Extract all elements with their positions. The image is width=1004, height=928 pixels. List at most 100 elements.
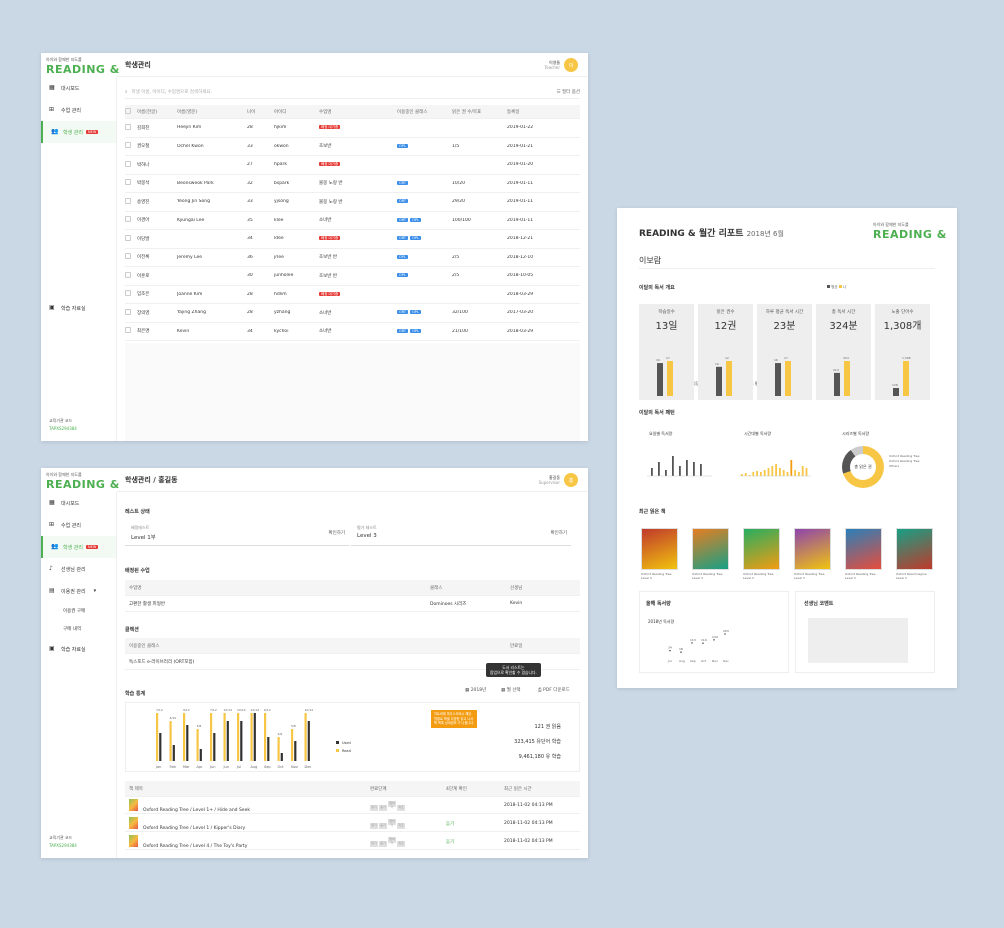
step4-check[interactable]: 듣기 <box>446 821 455 827</box>
table-row[interactable]: 송영진 Yeong Jin Song 33 yjsong 볼뭉 노랑 반 ORT 29/20… <box>125 193 580 212</box>
row-checkbox[interactable] <box>125 327 131 334</box>
avatar[interactable]: 이 <box>564 58 578 72</box>
row-checkbox[interactable] <box>125 160 131 167</box>
sidebar-item-classes[interactable]: ⊞ 수업 관리 <box>41 99 116 121</box>
recent-book[interactable]: Oxford Reading Tree Level 3 <box>692 528 729 580</box>
column-header[interactable]: 이용중인 클래스 <box>397 109 428 115</box>
row-checkbox[interactable] <box>125 197 131 204</box>
sidebar-item-materials[interactable]: ▣ 학습 자료실 <box>41 638 116 660</box>
user-menu[interactable]: 홍길동 Supervisor 홍 <box>539 473 578 487</box>
recent-book[interactable]: Oxford Reading Tree Level 3 <box>743 528 780 580</box>
row-checkbox-cell[interactable] <box>125 179 137 187</box>
row-checkbox-cell[interactable] <box>125 271 137 280</box>
teacher-icon: ♪ <box>49 565 53 572</box>
row-checkbox-cell[interactable] <box>125 160 137 169</box>
month-select[interactable]: ▦ 월 선택 <box>501 687 521 693</box>
book-title[interactable]: Oxford Reading Tree / Level 1 / Kipper's… <box>143 825 246 831</box>
search-bar[interactable]: ⌕ 학생 이름, 아이디, 수업명으로 검색하세요. ☰ 필터 옵션 <box>125 85 580 99</box>
row-checkbox-cell[interactable] <box>125 308 137 317</box>
pdf-download-button[interactable]: ⎙ PDF 다운로드 <box>538 687 570 693</box>
placement-check-link[interactable]: 확인하기 <box>328 531 345 536</box>
column-header[interactable]: 이름(한글) <box>137 109 158 115</box>
select-all-cell[interactable] <box>125 107 137 116</box>
user-menu[interactable]: 이영들 Teacher 이 <box>544 58 578 72</box>
step4-check[interactable]: 듣기 <box>446 839 455 845</box>
filter-button[interactable]: ☰ 필터 옵션 <box>557 89 580 95</box>
class-table-row[interactable]: 고편한 활생 피형반 Dominoes 시리즈 Kevin <box>125 596 580 612</box>
search-input[interactable]: 학생 이름, 아이디, 수업명으로 검색하세요. <box>131 89 212 95</box>
me-bar <box>667 361 673 396</box>
sidebar-item-purchase-history[interactable]: 구매 내역 <box>63 627 81 632</box>
row-checkbox[interactable] <box>125 123 131 130</box>
table-row[interactable]: 이훈로 30 junholee 초보반 반 OPL 2/5 2018-10-05 <box>125 267 580 286</box>
table-row[interactable]: 박봉석 Beonsweok Park 32 bspark 볼뭉 노랑 반 ORT 10/20… <box>125 175 580 193</box>
recent-book[interactable]: Oxford Reading Tree Level 3 <box>641 528 678 580</box>
sidebar-item-teachers[interactable]: ♪ 선생님 관리 <box>41 558 116 580</box>
logo[interactable]: 아이와 함께한 지도를 READING & <box>46 472 120 491</box>
recent-book[interactable]: Oxford Read Inagine Level 3 <box>896 528 933 580</box>
collection-name[interactable]: 독스포드 e-러이브러리 (ORT포함) <box>129 659 195 665</box>
book-row[interactable]: Oxford Reading Tree / Level 1+ / Hide an… <box>125 798 580 814</box>
row-checkbox-cell[interactable] <box>125 197 137 206</box>
avg-bar <box>834 372 840 396</box>
table-row[interactable]: 임조은 Joanne Kim 28 hdlim 배정 대기중 2018-03-29 <box>125 286 580 304</box>
table-row[interactable]: 이경아 Kyungai Lee 35 klee 소녀반 ORT OPL 100/100 2019… <box>125 212 580 230</box>
book-title-cell[interactable]: Oxford Reading Tree / Level 1+ / Hide an… <box>125 798 370 813</box>
column-header[interactable]: 수업명 <box>319 109 332 115</box>
row-checkbox[interactable] <box>125 234 131 241</box>
column-header[interactable]: 나이 <box>247 109 256 115</box>
table-row[interactable]: 장의영 Yajing Zhang 28 yzhang 소녀반 ORT OPL 32/100 20… <box>125 304 580 323</box>
row-checkbox-cell[interactable] <box>125 234 137 243</box>
sidebar-item-students[interactable]: 👥 학생 관리 NEW <box>41 121 116 143</box>
sidebar-item-dashboard[interactable]: ▦ 대시보드 <box>41 77 116 99</box>
logo[interactable]: 아이와 함께한 지도를 READING & <box>46 57 120 76</box>
sidebar-item-classes[interactable]: ⊞ 수업 관리 <box>41 514 116 536</box>
recent-book[interactable]: Oxford Reading Tree Level 3 <box>845 528 882 580</box>
table-row[interactable]: 최은명 Kevin 34 kychoi 소녀반 ORT OPL 21/100 2018-03-2… <box>125 323 580 341</box>
row-checkbox[interactable] <box>125 290 131 297</box>
table-row[interactable]: 박하나 27 hpark 배정 대기중 2019-01-20 <box>125 156 580 175</box>
table-row[interactable]: 이당발 34 ldee 배정 대기중 ORT OPL 2018-12-21 <box>125 230 580 249</box>
table-row[interactable]: 이전록 Jeremy Lee 36 jrlee 초보반 반 OPL 2/5 2018-12-1… <box>125 249 580 267</box>
row-checkbox[interactable] <box>125 216 131 223</box>
hourly-bar <box>771 466 774 476</box>
row-checkbox[interactable] <box>125 179 131 186</box>
row-checkbox-cell[interactable] <box>125 290 137 298</box>
book-title[interactable]: Oxford Reading Tree / Level 4 / The Toy'… <box>143 843 248 849</box>
row-checkbox-cell[interactable] <box>125 253 137 261</box>
sidebar-item-vouchers[interactable]: ▤ 이용권 관리 ▾ <box>41 580 116 602</box>
row-checkbox[interactable] <box>125 142 131 149</box>
sidebar-item-materials[interactable]: ▣ 학습 자료실 <box>41 297 116 319</box>
row-checkbox-cell[interactable] <box>125 327 137 335</box>
book-row[interactable]: Oxford Reading Tree / Level 1 / Kipper's… <box>125 816 580 832</box>
evaluation-check-link[interactable]: 확인하기 <box>550 531 567 536</box>
sidebar-item-students[interactable]: 👥 학생 관리 NEW <box>41 536 116 558</box>
column-header[interactable]: 읽은 권 수/목표 <box>452 109 482 115</box>
row-checkbox[interactable] <box>125 253 131 260</box>
avatar[interactable]: 홍 <box>564 473 578 487</box>
recent-book[interactable]: Oxford Reading Tree Level 3 <box>794 528 831 580</box>
book-title-cell[interactable]: Oxford Reading Tree / Level 1 / Kipper's… <box>125 816 370 831</box>
book-title-cell[interactable]: Oxford Reading Tree / Level 4 / The Toy'… <box>125 834 370 849</box>
select-all-checkbox[interactable] <box>125 107 131 114</box>
column-header: 책 제목 <box>129 786 143 792</box>
row-checkbox[interactable] <box>125 271 131 278</box>
row-checkbox-cell[interactable] <box>125 123 137 132</box>
book-title[interactable]: Oxford Reading Tree / Level 1+ / Hide an… <box>143 807 250 813</box>
collection-table-row[interactable]: 독스포드 e-러이브러리 (ORT포함) <box>125 654 580 670</box>
year-select[interactable]: ▦ 2018년 <box>465 687 486 693</box>
sidebar-item-voucher-buy[interactable]: 이용권 구매 <box>63 609 86 614</box>
column-header[interactable]: 이름(영문) <box>177 109 198 115</box>
table-row[interactable]: 권오철 Ochel Kwon 33 okwon 초보반 OPL 1/5 2019-01-21 <box>125 138 580 156</box>
table-row[interactable]: 김희진 Heejin Kim 28 hjkim 배정 대기중 2019-01-22 <box>125 119 580 138</box>
chevron-down-icon[interactable]: ▾ <box>93 588 97 594</box>
row-checkbox-cell[interactable] <box>125 142 137 150</box>
column-header[interactable]: 등록일 <box>507 109 520 115</box>
me-bar <box>844 361 850 396</box>
book-row[interactable]: Oxford Reading Tree / Level 4 / The Toy'… <box>125 834 580 850</box>
row-checkbox[interactable] <box>125 308 131 315</box>
column-header[interactable]: 아이디 <box>274 109 287 115</box>
sidebar-item-dashboard[interactable]: ▦ 대시보드 <box>41 492 116 514</box>
row-checkbox-cell[interactable] <box>125 216 137 224</box>
bar-label: 12/12 <box>251 708 260 712</box>
